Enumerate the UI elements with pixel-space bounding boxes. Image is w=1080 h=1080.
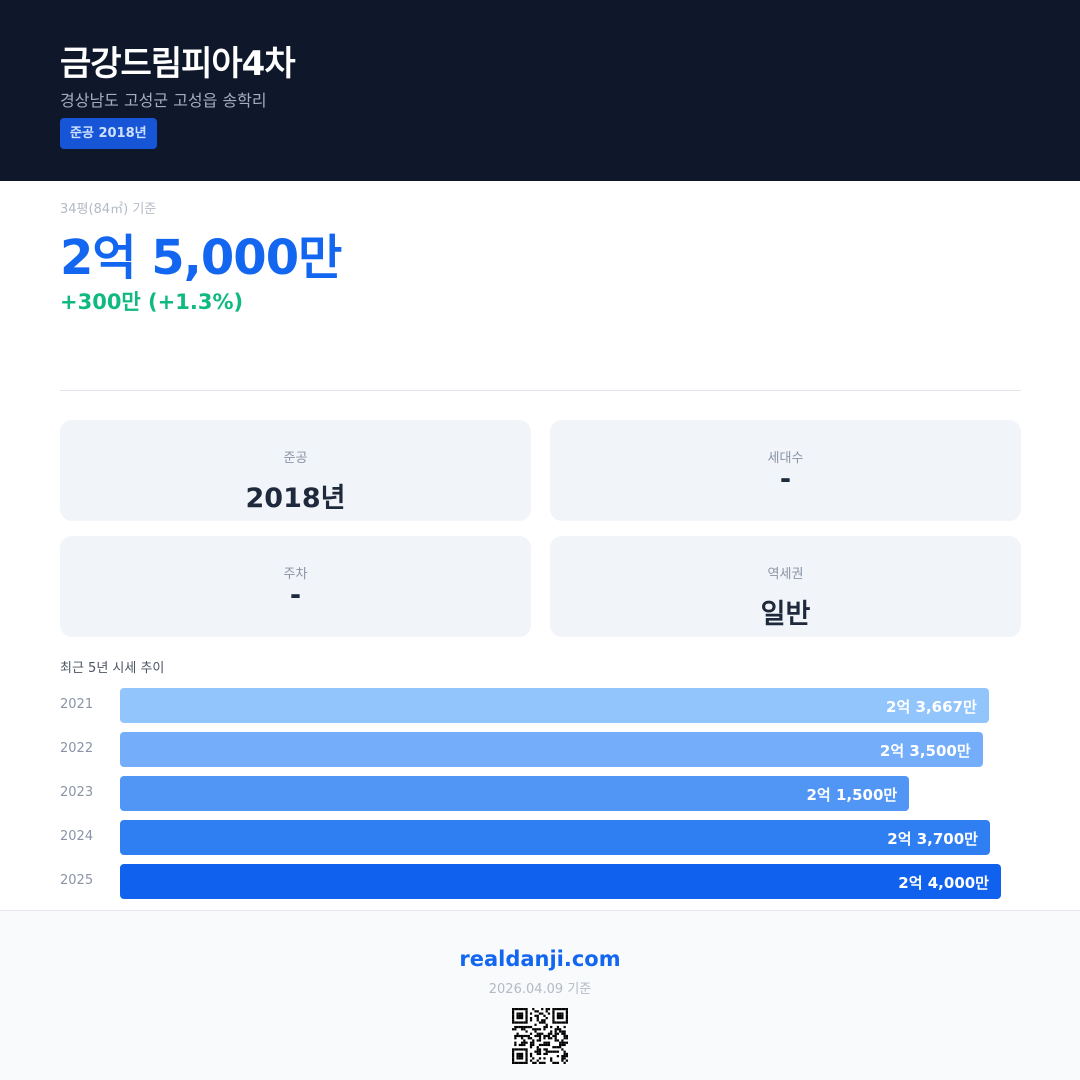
stat-value: 2018년 xyxy=(245,483,346,514)
stat-label: 세대수 xyxy=(767,451,804,466)
bar-2023: 2억 1,500만 xyxy=(120,776,910,811)
price-value: 2억 5,000만 xyxy=(60,230,342,286)
chart-row: 2025 2억 4,000만 xyxy=(60,864,1021,899)
chart-title: 최근 5년 시세 추이 xyxy=(60,661,165,676)
complex-title: 금강드림피아4차 xyxy=(60,44,296,84)
stat-label: 역세권 xyxy=(767,567,804,582)
bar-value-label: 2억 3,500만 xyxy=(879,742,971,760)
year-label: 2021 xyxy=(60,697,94,712)
site-link[interactable]: realdanji.com xyxy=(459,947,621,971)
year-label: 2023 xyxy=(60,785,94,800)
stat-card-station: 역세권 일반 xyxy=(550,536,1021,637)
built-year-badge: 준공 2018년 xyxy=(60,118,157,149)
chart-row: 2022 2억 3,500만 xyxy=(60,732,1021,767)
year-label: 2024 xyxy=(60,829,94,844)
qr-code-icon[interactable] xyxy=(512,1008,568,1064)
stat-value: - xyxy=(779,464,792,495)
stat-value: 일반 xyxy=(760,599,811,630)
price-basis: 34평(84㎡) 기준 xyxy=(60,202,157,217)
bar-value-label: 2억 3,700만 xyxy=(887,830,978,848)
year-label: 2022 xyxy=(60,741,94,756)
chart-row: 2023 2억 1,500만 xyxy=(60,776,1021,811)
chart-row: 2021 2억 3,667만 xyxy=(60,688,1021,723)
stat-label: 준공 xyxy=(283,451,308,466)
bar-value-label: 2억 4,000만 xyxy=(898,874,989,892)
chart-row: 2024 2억 3,700만 xyxy=(60,820,1021,855)
stat-card-parking: 주차 - xyxy=(60,536,531,637)
divider xyxy=(60,390,1021,391)
bar-2022: 2억 3,500만 xyxy=(120,732,983,767)
date-basis: 2026.04.09 기준 xyxy=(488,982,592,997)
stat-label: 주차 xyxy=(283,567,308,582)
year-label: 2025 xyxy=(60,873,94,888)
stat-value: - xyxy=(289,580,302,611)
footer: realdanji.com 2026.04.09 기준 xyxy=(0,910,1080,1080)
price-change: +300만 (+1.3%) xyxy=(60,290,244,314)
address: 경상남도 고성군 고성읍 송학리 xyxy=(60,91,267,110)
stat-card-built: 준공 2018년 xyxy=(60,420,531,521)
bar-2025: 2억 4,000만 xyxy=(120,864,1001,899)
bar-value-label: 2억 3,667만 xyxy=(886,698,977,716)
bar-2021: 2억 3,667만 xyxy=(120,688,989,723)
stat-card-households: 세대수 - xyxy=(550,420,1021,521)
bar-value-label: 2억 1,500만 xyxy=(806,786,898,804)
header: 금강드림피아4차 경상남도 고성군 고성읍 송학리 준공 2018년 xyxy=(0,0,1080,181)
bar-2024: 2억 3,700만 xyxy=(120,820,990,855)
